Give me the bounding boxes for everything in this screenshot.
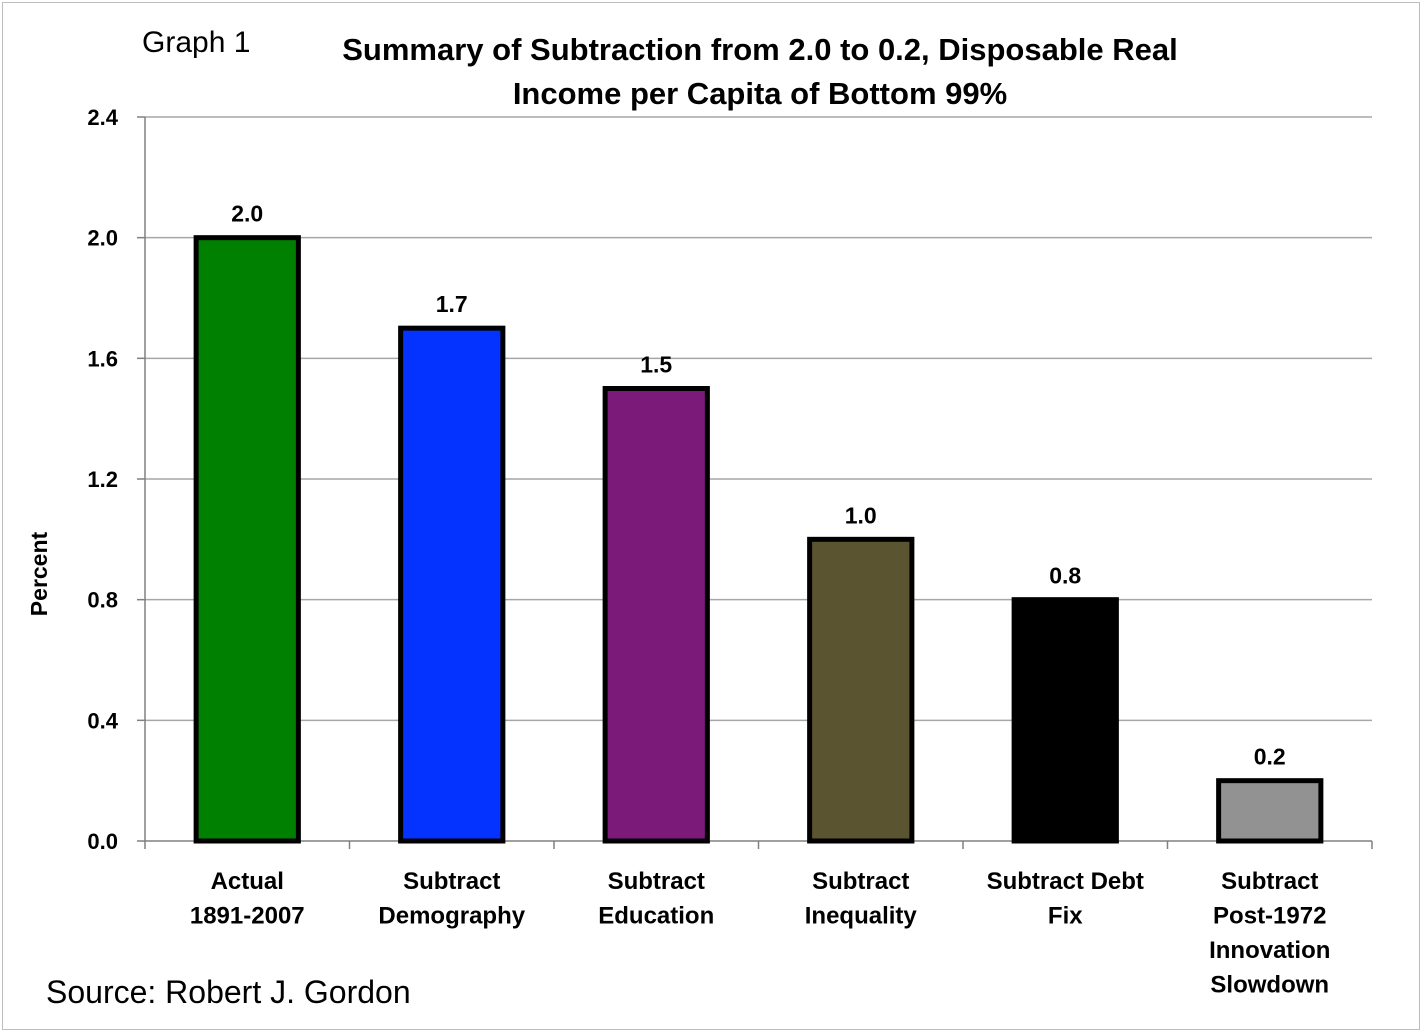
category-label-line: Post-1972 [1213, 903, 1326, 930]
data-label: 1.5 [640, 352, 672, 378]
category-label: Subtract Inequality [805, 868, 918, 930]
bar [1011, 597, 1119, 844]
y-tick-label: 0.8 [87, 588, 118, 613]
data-label: 1.7 [436, 291, 468, 317]
category-label-line: Subtract [608, 868, 705, 895]
category-label: Subtract Education [598, 868, 714, 930]
bar [807, 536, 915, 844]
bar [1216, 778, 1324, 844]
y-tick-label: 0.0 [87, 829, 118, 854]
data-label: 1.0 [845, 502, 877, 528]
category-label-line: Subtract Debt [987, 868, 1144, 895]
category-label-line: Subtract [812, 868, 909, 895]
category-label-line: Fix [1048, 903, 1083, 930]
chart-title: Summary of Subtraction from 2.0 to 0.2, … [342, 32, 1178, 111]
bar [602, 386, 710, 844]
category-label-line: 1891-2007 [190, 903, 305, 930]
category-label: Subtract Post-1972 Innovation Slowdown [1209, 868, 1330, 999]
category-label-line: Demography [378, 903, 525, 930]
graph-label: Graph 1 [142, 26, 251, 59]
y-tick-label: 2.4 [87, 105, 118, 130]
data-label: 2.0 [231, 201, 263, 227]
data-label: 0.2 [1254, 744, 1286, 770]
y-tick-label: 0.4 [87, 708, 118, 733]
category-label: Subtract Demography [378, 868, 525, 930]
category-label-line: Inequality [805, 903, 918, 930]
category-label: Actual 1891-2007 [190, 868, 305, 930]
source-note: Source: Robert J. Gordon [46, 974, 411, 1010]
category-label-line: Slowdown [1210, 972, 1329, 999]
y-tick-label: 1.6 [87, 346, 118, 371]
y-axis-label: Percent [26, 531, 52, 616]
category-label-line: Innovation [1209, 937, 1330, 964]
bar [193, 235, 301, 844]
category-label: Subtract Debt Fix [987, 868, 1144, 930]
category-label-line: Subtract [1221, 868, 1318, 895]
data-label: 0.8 [1049, 563, 1081, 589]
category-label-line: Subtract [403, 868, 500, 895]
bar [398, 325, 506, 844]
y-tick-label: 2.0 [87, 226, 118, 251]
category-label-line: Education [598, 903, 714, 930]
y-tick-label: 1.2 [87, 467, 118, 492]
category-label-line: Actual [211, 868, 284, 895]
